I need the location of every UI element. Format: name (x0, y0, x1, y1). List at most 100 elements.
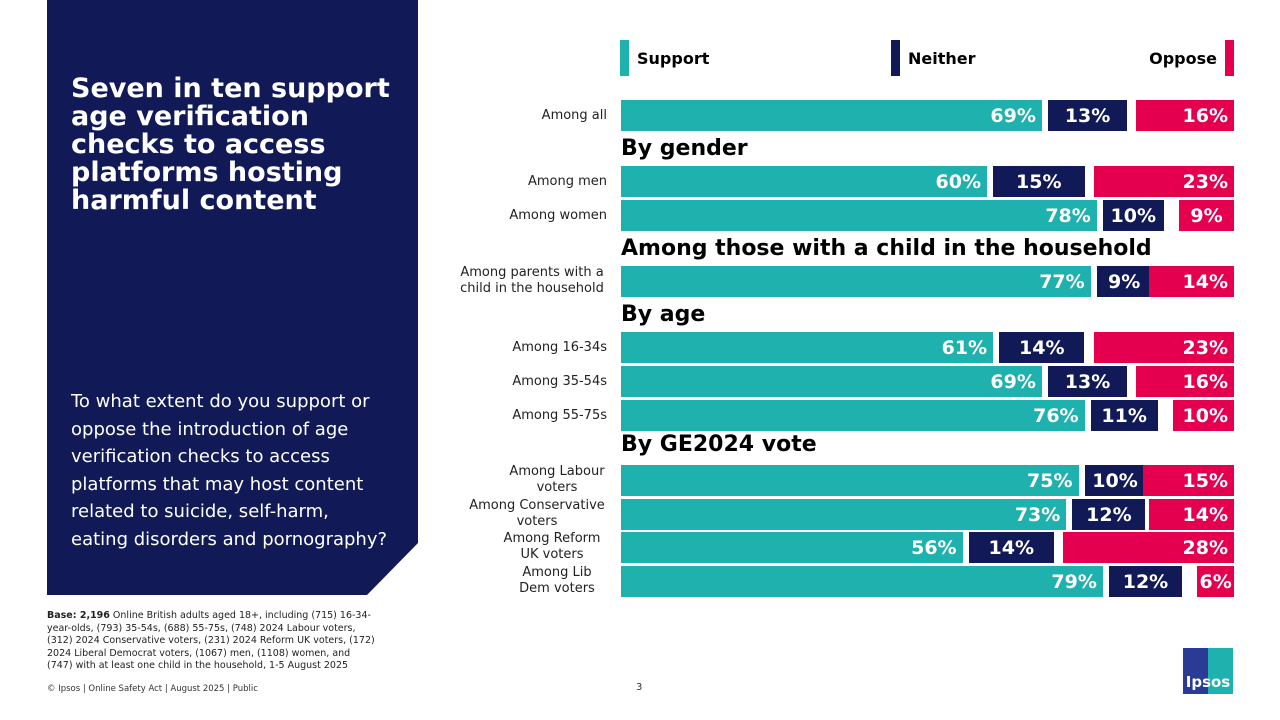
group-header: By age (621, 302, 706, 327)
group-header: By GE2024 vote (621, 432, 817, 457)
data-label: 14% (988, 536, 1035, 559)
bar-neither: 14% (968, 532, 1054, 563)
bar-oppose: 14% (1148, 499, 1234, 530)
row-label: Among 35-54s (512, 374, 607, 389)
bar-neither: 10% (1102, 200, 1164, 231)
ipsos-logo: Ipsos (1183, 648, 1233, 694)
footer: © Ipsos | Online Safety Act | August 202… (47, 684, 258, 694)
bar-neither: 14% (999, 332, 1085, 363)
data-label: 13% (1064, 104, 1111, 127)
data-label: 23% (1182, 336, 1228, 359)
bar-neither: 15% (993, 166, 1085, 197)
data-label: 61% (941, 336, 988, 359)
data-label: 78% (1045, 204, 1091, 227)
data-label: 23% (1182, 170, 1228, 193)
data-label: 12% (1122, 570, 1169, 593)
legend-swatch-support (620, 40, 629, 76)
data-label: 15% (1182, 469, 1228, 492)
data-label: 14% (1019, 336, 1065, 359)
bar-support: 60% (621, 166, 987, 197)
bar-oppose: 9% (1179, 200, 1234, 231)
legend-support: Support (620, 40, 709, 76)
bar-support: 69% (621, 366, 1042, 397)
bar-oppose: 23% (1093, 332, 1234, 363)
slide-title: Seven in ten support age verification ch… (71, 73, 390, 216)
data-label: 76% (1033, 404, 1079, 427)
group-header: By gender (621, 136, 748, 161)
data-label: 75% (1027, 469, 1073, 492)
row-label: Among all (541, 108, 607, 123)
bar-neither: 13% (1047, 366, 1128, 397)
bar-oppose: 6% (1197, 566, 1234, 597)
page-number: 3 (636, 682, 643, 693)
legend-label: Support (637, 48, 710, 68)
data-label: 77% (1039, 270, 1085, 293)
bar-support: 76% (621, 400, 1085, 431)
legend-label: Neither (908, 48, 976, 68)
data-label: 10% (1110, 204, 1157, 227)
data-label: 11% (1101, 404, 1147, 427)
bar-neither: 12% (1108, 566, 1183, 597)
legend-neither: Neither (891, 40, 976, 76)
data-label: 12% (1086, 503, 1132, 526)
bar-neither: 11% (1090, 400, 1158, 431)
data-label: 16% (1182, 370, 1228, 393)
data-label: 73% (1014, 503, 1061, 526)
bar-oppose: 14% (1148, 266, 1234, 297)
row-label: Among Labour voters (509, 464, 605, 495)
data-label: 9% (1190, 204, 1223, 227)
survey-question: To what extent do you support or oppose … (71, 391, 388, 550)
bar-oppose: 16% (1136, 366, 1234, 397)
bar-oppose: 10% (1173, 400, 1234, 431)
data-label: 14% (1182, 270, 1228, 293)
data-label: 10% (1092, 469, 1138, 492)
data-label: 15% (1016, 170, 1062, 193)
row-label: Among Conservative voters (469, 498, 605, 529)
base-text: Online British adults aged 18+, includin… (47, 610, 375, 671)
row-label: Among Lib Dem voters (519, 565, 595, 596)
legend-swatch-oppose (1225, 40, 1234, 76)
data-label: 16% (1182, 104, 1228, 127)
bar-support: 79% (621, 566, 1103, 597)
data-label: 10% (1182, 404, 1228, 427)
data-label: 60% (935, 170, 981, 193)
row-label: Among men (527, 174, 607, 189)
row-label: Among 16-34s (512, 340, 607, 355)
data-label: 9% (1108, 270, 1141, 293)
data-label: 28% (1182, 536, 1228, 559)
logo-text: Ipsos (1185, 673, 1231, 691)
row-label: Among 55-75s (512, 408, 607, 423)
bar-support: 75% (621, 465, 1079, 496)
bar-support: 73% (621, 499, 1067, 530)
data-label: 13% (1064, 370, 1111, 393)
data-label: 6% (1199, 570, 1232, 593)
bar-neither: 9% (1096, 266, 1152, 297)
bar-neither: 13% (1047, 100, 1128, 131)
row-label: Among women (509, 208, 607, 223)
bar-oppose: 23% (1093, 166, 1234, 197)
data-label: 69% (990, 104, 1036, 127)
bar-oppose: 15% (1142, 465, 1234, 496)
bar-oppose: 16% (1136, 100, 1234, 131)
data-label: 69% (990, 370, 1036, 393)
bar-neither: 12% (1072, 499, 1146, 530)
data-label: 14% (1182, 503, 1228, 526)
base-note: Base: 2,196 Online British adults aged 1… (47, 610, 377, 673)
bar-support: 56% (621, 532, 963, 563)
bar-neither: 10% (1084, 465, 1146, 496)
title-panel: Seven in ten support age verification ch… (47, 0, 418, 595)
bar-support: 61% (621, 332, 994, 363)
legend-label: Oppose (1149, 48, 1217, 68)
data-label: 56% (911, 536, 957, 559)
group-header: Among those with a child in the househol… (621, 236, 1152, 261)
bar-oppose: 28% (1063, 532, 1234, 563)
data-label: 79% (1051, 570, 1097, 593)
row-label: Among parents with a child in the househ… (460, 265, 604, 296)
bar-support: 69% (621, 100, 1042, 131)
row-label: Among Reform UK voters (503, 531, 601, 562)
bar-support: 78% (621, 200, 1097, 231)
base-label: Base: 2,196 (47, 610, 110, 621)
bar-support: 77% (621, 266, 1091, 297)
legend-oppose: Oppose (1149, 40, 1234, 76)
legend-swatch-neither (891, 40, 900, 76)
